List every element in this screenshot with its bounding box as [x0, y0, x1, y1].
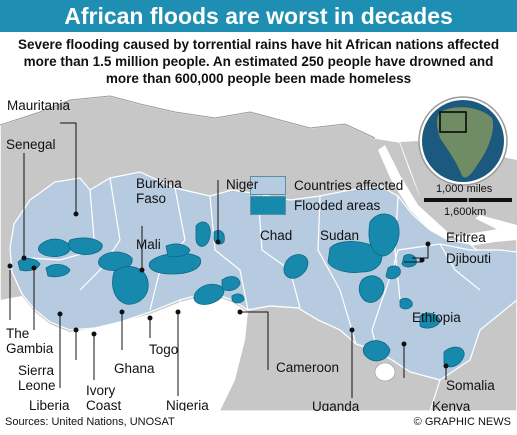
label-liberia: Liberia	[29, 398, 70, 411]
label-kenya: Kenya	[432, 399, 471, 411]
leader-dots	[7, 211, 449, 369]
label-chad: Chad	[260, 228, 293, 243]
legend-affected: Countries affected	[250, 176, 403, 195]
flooded-areas	[17, 213, 465, 368]
africa-map	[0, 88, 517, 411]
legend-flooded: Flooded areas	[250, 196, 380, 215]
label-the-gambia: The Gambia	[6, 326, 54, 356]
map: Countries affected Flooded areas 1,000 m…	[0, 88, 517, 411]
label-uganda: Uganda	[312, 399, 360, 411]
label-somalia: Somalia	[446, 378, 495, 393]
subtitle: Severe flooding caused by torrential rai…	[17, 37, 500, 86]
scale-miles: 1,000 miles	[436, 183, 493, 195]
scale-km: 1,600km	[444, 206, 487, 218]
label-mauritania: Mauritania	[7, 98, 71, 113]
label-burkina-faso: Burkina Faso	[136, 176, 182, 206]
page-title: African floods are worst in decades	[64, 3, 453, 29]
label-togo: Togo	[149, 342, 179, 357]
label-senegal: Senegal	[6, 137, 56, 152]
legend-affected-label: Countries affected	[294, 178, 404, 193]
label-ethiopia: Ethiopia	[412, 310, 461, 325]
label-ghana: Ghana	[114, 361, 155, 376]
label-sierra-leone: Sierra Leone	[18, 363, 56, 393]
label-cameroon: Cameroon	[276, 360, 340, 375]
legend-flooded-label: Flooded areas	[294, 198, 381, 213]
label-ivory-coast: Ivory Coast	[86, 383, 122, 411]
inset-globe	[418, 96, 508, 186]
title-bar: African floods are worst in decades	[0, 0, 517, 32]
label-sudan: Sudan	[320, 228, 360, 243]
label-mali: Mali	[136, 237, 161, 252]
sources-note: Sources: United Nations, UNOSAT	[5, 416, 175, 428]
affected-east-africa	[371, 243, 517, 381]
scale-bar	[424, 198, 512, 202]
label-nigeria: Nigeria	[166, 398, 209, 411]
label-eritrea: Eritrea	[446, 230, 486, 245]
legend-flooded-swatch	[250, 196, 286, 215]
label-djibouti: Djibouti	[446, 251, 492, 266]
credit-note: © GRAPHIC NEWS	[413, 416, 511, 428]
label-niger: Niger	[226, 177, 259, 192]
legend-affected-swatch	[250, 176, 286, 195]
